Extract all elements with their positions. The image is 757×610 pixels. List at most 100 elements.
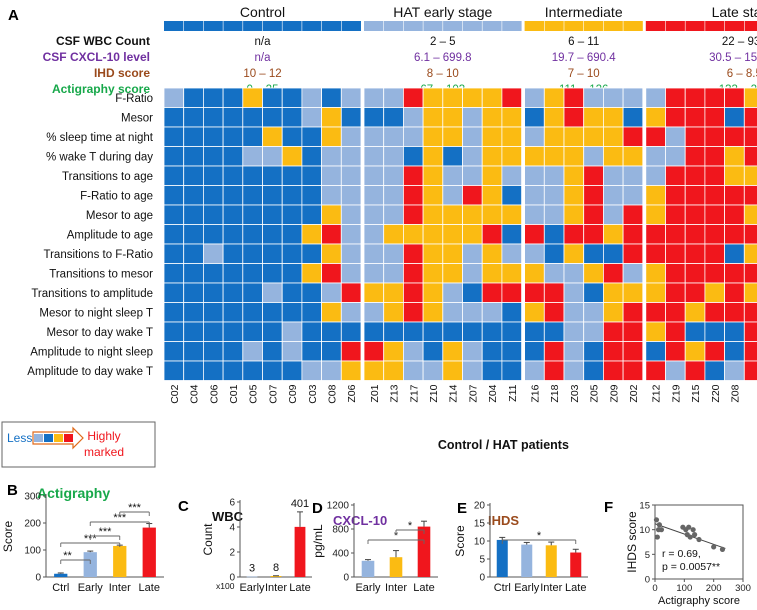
heatmap-cell xyxy=(262,360,283,381)
heatmap-cell xyxy=(743,204,757,225)
heatmap-cell xyxy=(501,185,522,206)
heatmap-cell xyxy=(583,321,604,342)
row-label-1: Mesor xyxy=(121,113,153,125)
heatmap-cell xyxy=(743,263,757,284)
scatter-point xyxy=(658,527,665,533)
heatmap-cell xyxy=(704,204,726,225)
panel-label-a: A xyxy=(8,7,19,24)
heatmap-cell xyxy=(262,263,283,284)
heatmap-cell xyxy=(684,321,706,342)
heatmap-cell xyxy=(583,302,604,323)
heatmap-cell xyxy=(665,185,686,206)
heatmap-cell xyxy=(183,341,204,362)
heatmap-cell xyxy=(442,243,463,264)
column-label: Z19 xyxy=(670,384,682,402)
heatmap-cell xyxy=(442,126,463,147)
legend-box xyxy=(1,421,156,468)
heatmap-cell xyxy=(603,263,624,284)
heatmap-cell xyxy=(543,165,565,186)
heatmap-cell xyxy=(202,185,224,206)
heatmap-cell xyxy=(163,321,185,342)
heatmap-cell xyxy=(183,204,204,225)
heatmap-cell xyxy=(383,321,404,342)
heatmap-cell xyxy=(603,204,624,225)
heatmap-cell xyxy=(422,165,444,186)
column-label: Z05 xyxy=(589,384,601,402)
chart-title: Actigraphy xyxy=(37,485,110,501)
heatmap-cell xyxy=(163,282,185,303)
heatmap-cell xyxy=(281,360,303,381)
heatmap-cell xyxy=(363,126,385,147)
heatmap-cell xyxy=(704,302,726,323)
heatmap-cell xyxy=(242,204,263,225)
heatmap-cell xyxy=(524,263,545,284)
data-label: 3 xyxy=(249,563,255,575)
row-label-14: Amplitude to day wake T xyxy=(27,366,153,378)
heatmap-cell xyxy=(242,165,263,186)
heatmap-cell xyxy=(340,146,362,167)
heatmap-cell xyxy=(321,302,342,323)
heatmap-cell xyxy=(422,204,444,225)
heatmap-cell xyxy=(743,165,757,186)
heatmap-cell xyxy=(262,302,283,323)
column-label: C09 xyxy=(287,384,299,403)
y-axis-label: Count xyxy=(201,523,215,556)
significance-label: *** xyxy=(128,502,142,514)
heatmap-cell xyxy=(462,126,483,147)
heatmap-cell xyxy=(724,146,745,167)
y-tick-label: 0 xyxy=(645,575,650,586)
row-label-8: Transitions to F-Ratio xyxy=(44,249,154,261)
heatmap-cell xyxy=(563,341,585,362)
heatmap-cell xyxy=(340,302,362,323)
heatmap-cell xyxy=(645,126,666,147)
heatmap-cell xyxy=(202,282,224,303)
heatmap-cell xyxy=(222,302,244,323)
heatmap-cell xyxy=(603,165,624,186)
heatmap-cell xyxy=(501,341,522,362)
y-tick-label: 10 xyxy=(474,537,486,548)
heatmap-cell xyxy=(622,224,644,245)
heatmap-cell xyxy=(563,263,585,284)
heatmap-cell xyxy=(543,263,565,284)
heatmap-cell xyxy=(202,87,224,108)
heatmap-cell xyxy=(363,360,385,381)
heatmap-cell xyxy=(183,321,204,342)
heatmap-cell xyxy=(383,341,404,362)
heatmap-cell xyxy=(321,224,342,245)
info-row-label-1: CSF CXCL-10 level xyxy=(43,50,150,64)
heatmap-cell xyxy=(724,87,745,108)
heatmap-cell xyxy=(402,146,424,167)
heatmap-cell xyxy=(501,321,522,342)
heatmap-cell xyxy=(583,146,604,167)
heatmap-cell xyxy=(340,360,362,381)
heatmap-cell xyxy=(183,107,204,128)
legend-swatch-red xyxy=(64,434,73,442)
heatmap-cell xyxy=(665,107,686,128)
heatmap-cell xyxy=(281,282,303,303)
heatmap-cell xyxy=(301,185,322,206)
heatmap-cell xyxy=(563,360,585,381)
heatmap-cell xyxy=(422,360,444,381)
y-tick-label: 6 xyxy=(229,498,235,509)
heatmap-cell xyxy=(202,321,224,342)
heatmap-cell xyxy=(422,185,444,206)
heatmap-cell xyxy=(524,360,545,381)
correlation-r: r = 0.69, xyxy=(662,548,701,560)
y-tick-label: 5 xyxy=(645,550,650,561)
group-1-ihd: 8 – 10 xyxy=(427,68,459,80)
heatmap-cell xyxy=(665,165,686,186)
heatmap-cell xyxy=(301,263,322,284)
heatmap-cell xyxy=(163,263,185,284)
heatmap-cell xyxy=(724,126,745,147)
heatmap-cell xyxy=(524,341,545,362)
heatmap-cell xyxy=(402,243,424,264)
heatmap-cell xyxy=(603,185,624,206)
heatmap-cell xyxy=(724,107,745,128)
heatmap-cell xyxy=(183,282,204,303)
bar-ctrl xyxy=(54,573,68,577)
column-label: Z14 xyxy=(448,384,460,402)
heatmap-cell xyxy=(363,341,385,362)
heatmap-cell xyxy=(524,224,545,245)
heatmap-cell xyxy=(462,263,483,284)
